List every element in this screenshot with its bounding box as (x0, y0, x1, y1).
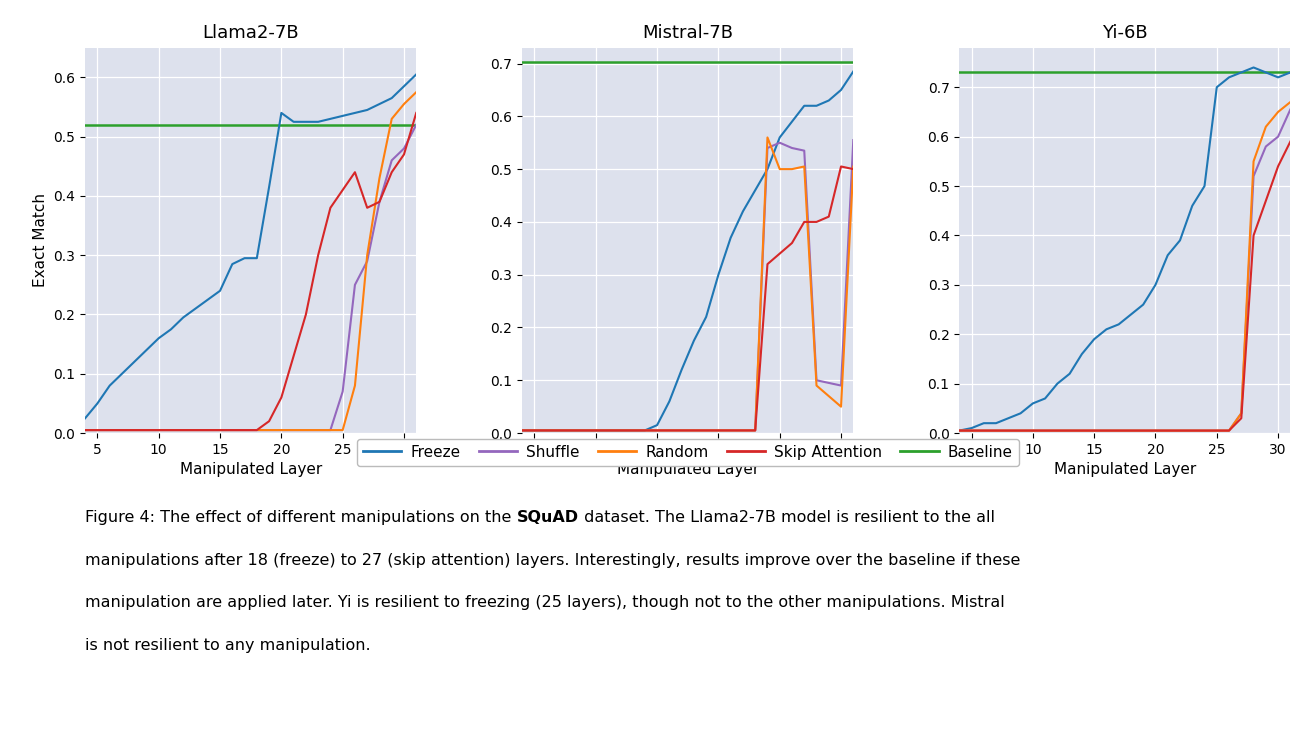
Text: Figure 4: The effect of different manipulations on the: Figure 4: The effect of different manipu… (85, 510, 516, 525)
Title: Yi-6B: Yi-6B (1102, 24, 1148, 42)
X-axis label: Manipulated Layer: Manipulated Layer (1053, 462, 1196, 477)
Title: Llama2-7B: Llama2-7B (202, 24, 299, 42)
Y-axis label: Exact Match: Exact Match (33, 193, 48, 288)
Text: manipulation are applied later. Yi is resilient to freezing (25 layers), though : manipulation are applied later. Yi is re… (85, 595, 1005, 610)
Text: manipulations after 18 (freeze) to 27 (skip attention) layers. Interestingly, re: manipulations after 18 (freeze) to 27 (s… (85, 553, 1020, 567)
Text: dataset. The Llama2-7B model is resilient to the all: dataset. The Llama2-7B model is resilien… (579, 510, 994, 525)
Text: SQuAD: SQuAD (516, 510, 579, 525)
Legend: Freeze, Shuffle, Random, Skip Attention, Baseline: Freeze, Shuffle, Random, Skip Attention,… (356, 439, 1019, 466)
X-axis label: Manipulated Layer: Manipulated Layer (179, 462, 322, 477)
Title: Mistral-7B: Mistral-7B (642, 24, 734, 42)
Text: is not resilient to any manipulation.: is not resilient to any manipulation. (85, 638, 371, 653)
X-axis label: Manipulated Layer: Manipulated Layer (617, 462, 758, 477)
